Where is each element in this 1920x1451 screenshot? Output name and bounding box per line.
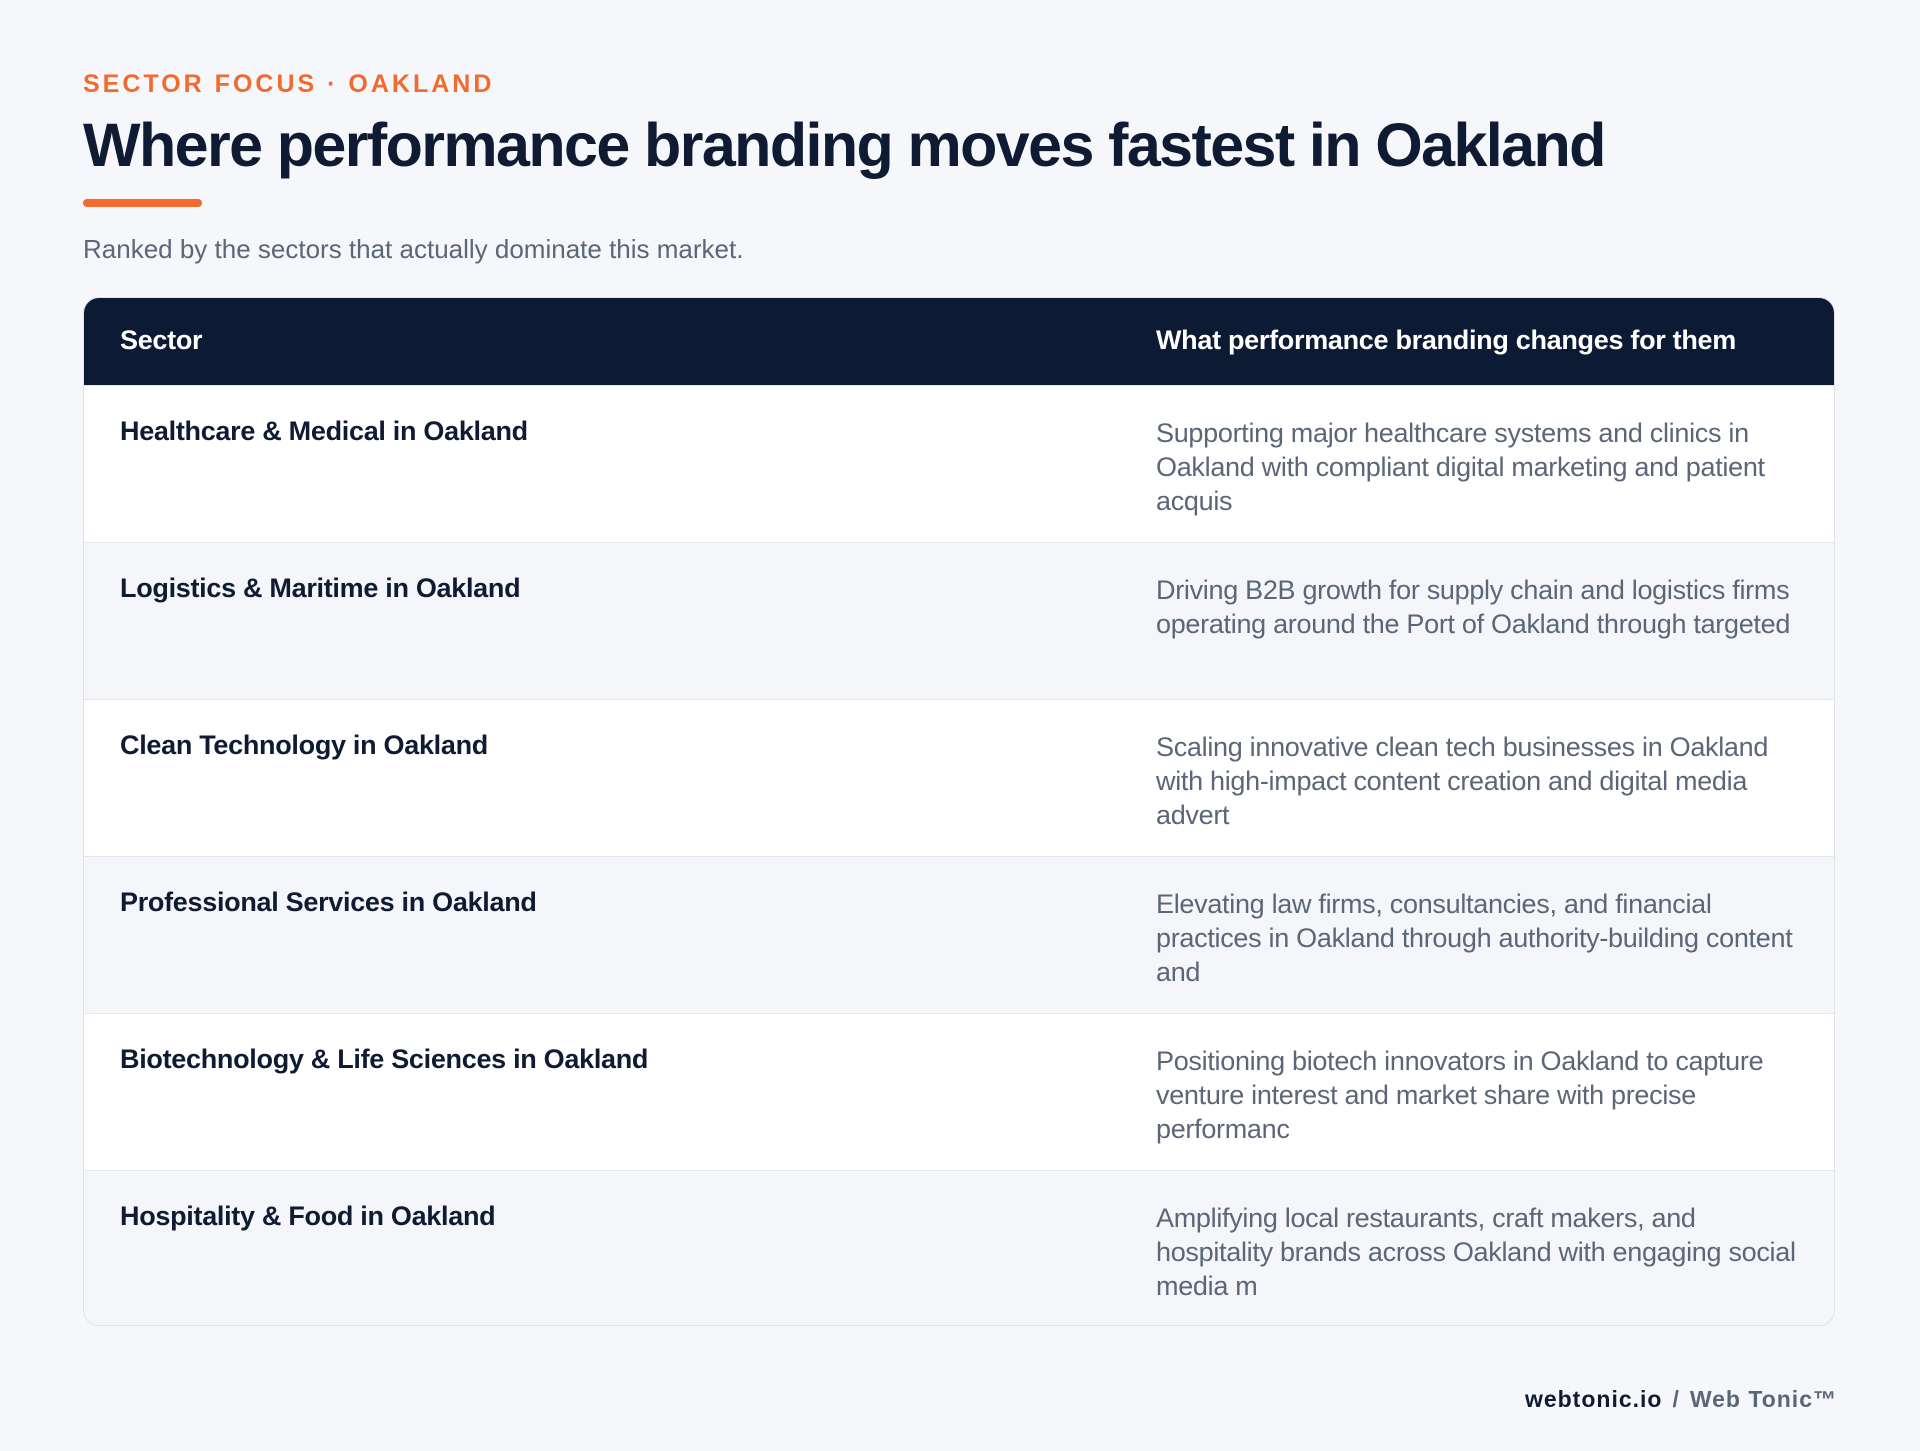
title-accent-bar bbox=[83, 199, 202, 207]
sector-description: Amplifying local restaurants, craft make… bbox=[1156, 1203, 1796, 1301]
column-header-sector: Sector bbox=[120, 325, 203, 355]
table-row: Professional Services in Oakland Elevati… bbox=[84, 856, 1834, 1013]
sector-description: Supporting major healthcare systems and … bbox=[1156, 418, 1765, 516]
sector-name: Hospitality & Food in Oakland bbox=[120, 1201, 496, 1231]
footer-credit: webtonic.io / Web Tonic™ bbox=[1525, 1386, 1837, 1413]
table-row: Hospitality & Food in Oakland Amplifying… bbox=[84, 1170, 1834, 1325]
sector-description: Positioning biotech innovators in Oaklan… bbox=[1156, 1046, 1764, 1144]
page-subtitle: Ranked by the sectors that actually domi… bbox=[83, 234, 744, 264]
sector-description: Elevating law firms, consultancies, and … bbox=[1156, 889, 1793, 987]
sector-name: Clean Technology in Oakland bbox=[120, 730, 488, 760]
sector-description: Scaling innovative clean tech businesses… bbox=[1156, 732, 1769, 830]
table-row: Clean Technology in Oakland Scaling inno… bbox=[84, 699, 1834, 856]
sector-description: Driving B2B growth for supply chain and … bbox=[1156, 575, 1791, 639]
sector-name: Biotechnology & Life Sciences in Oakland bbox=[120, 1044, 649, 1074]
eyebrow-label: SECTOR FOCUS · OAKLAND bbox=[83, 70, 495, 98]
footer-brand: Web Tonic™ bbox=[1689, 1386, 1837, 1412]
footer-separator: / bbox=[1672, 1386, 1680, 1412]
table-row: Logistics & Maritime in Oakland Driving … bbox=[84, 542, 1834, 699]
footer-domain: webtonic.io bbox=[1524, 1386, 1663, 1412]
sector-name: Logistics & Maritime in Oakland bbox=[120, 573, 521, 603]
column-header-changes: What performance branding changes for th… bbox=[1156, 325, 1736, 355]
sector-name: Professional Services in Oakland bbox=[120, 887, 537, 917]
page-title: Where performance branding moves fastest… bbox=[83, 111, 1606, 179]
sector-name: Healthcare & Medical in Oakland bbox=[120, 416, 528, 446]
table-header: Sector What performance branding changes… bbox=[84, 298, 1834, 385]
table-row: Biotechnology & Life Sciences in Oakland… bbox=[84, 1013, 1834, 1170]
sector-table: Sector What performance branding changes… bbox=[83, 297, 1835, 1326]
table-row: Healthcare & Medical in Oakland Supporti… bbox=[84, 385, 1834, 542]
